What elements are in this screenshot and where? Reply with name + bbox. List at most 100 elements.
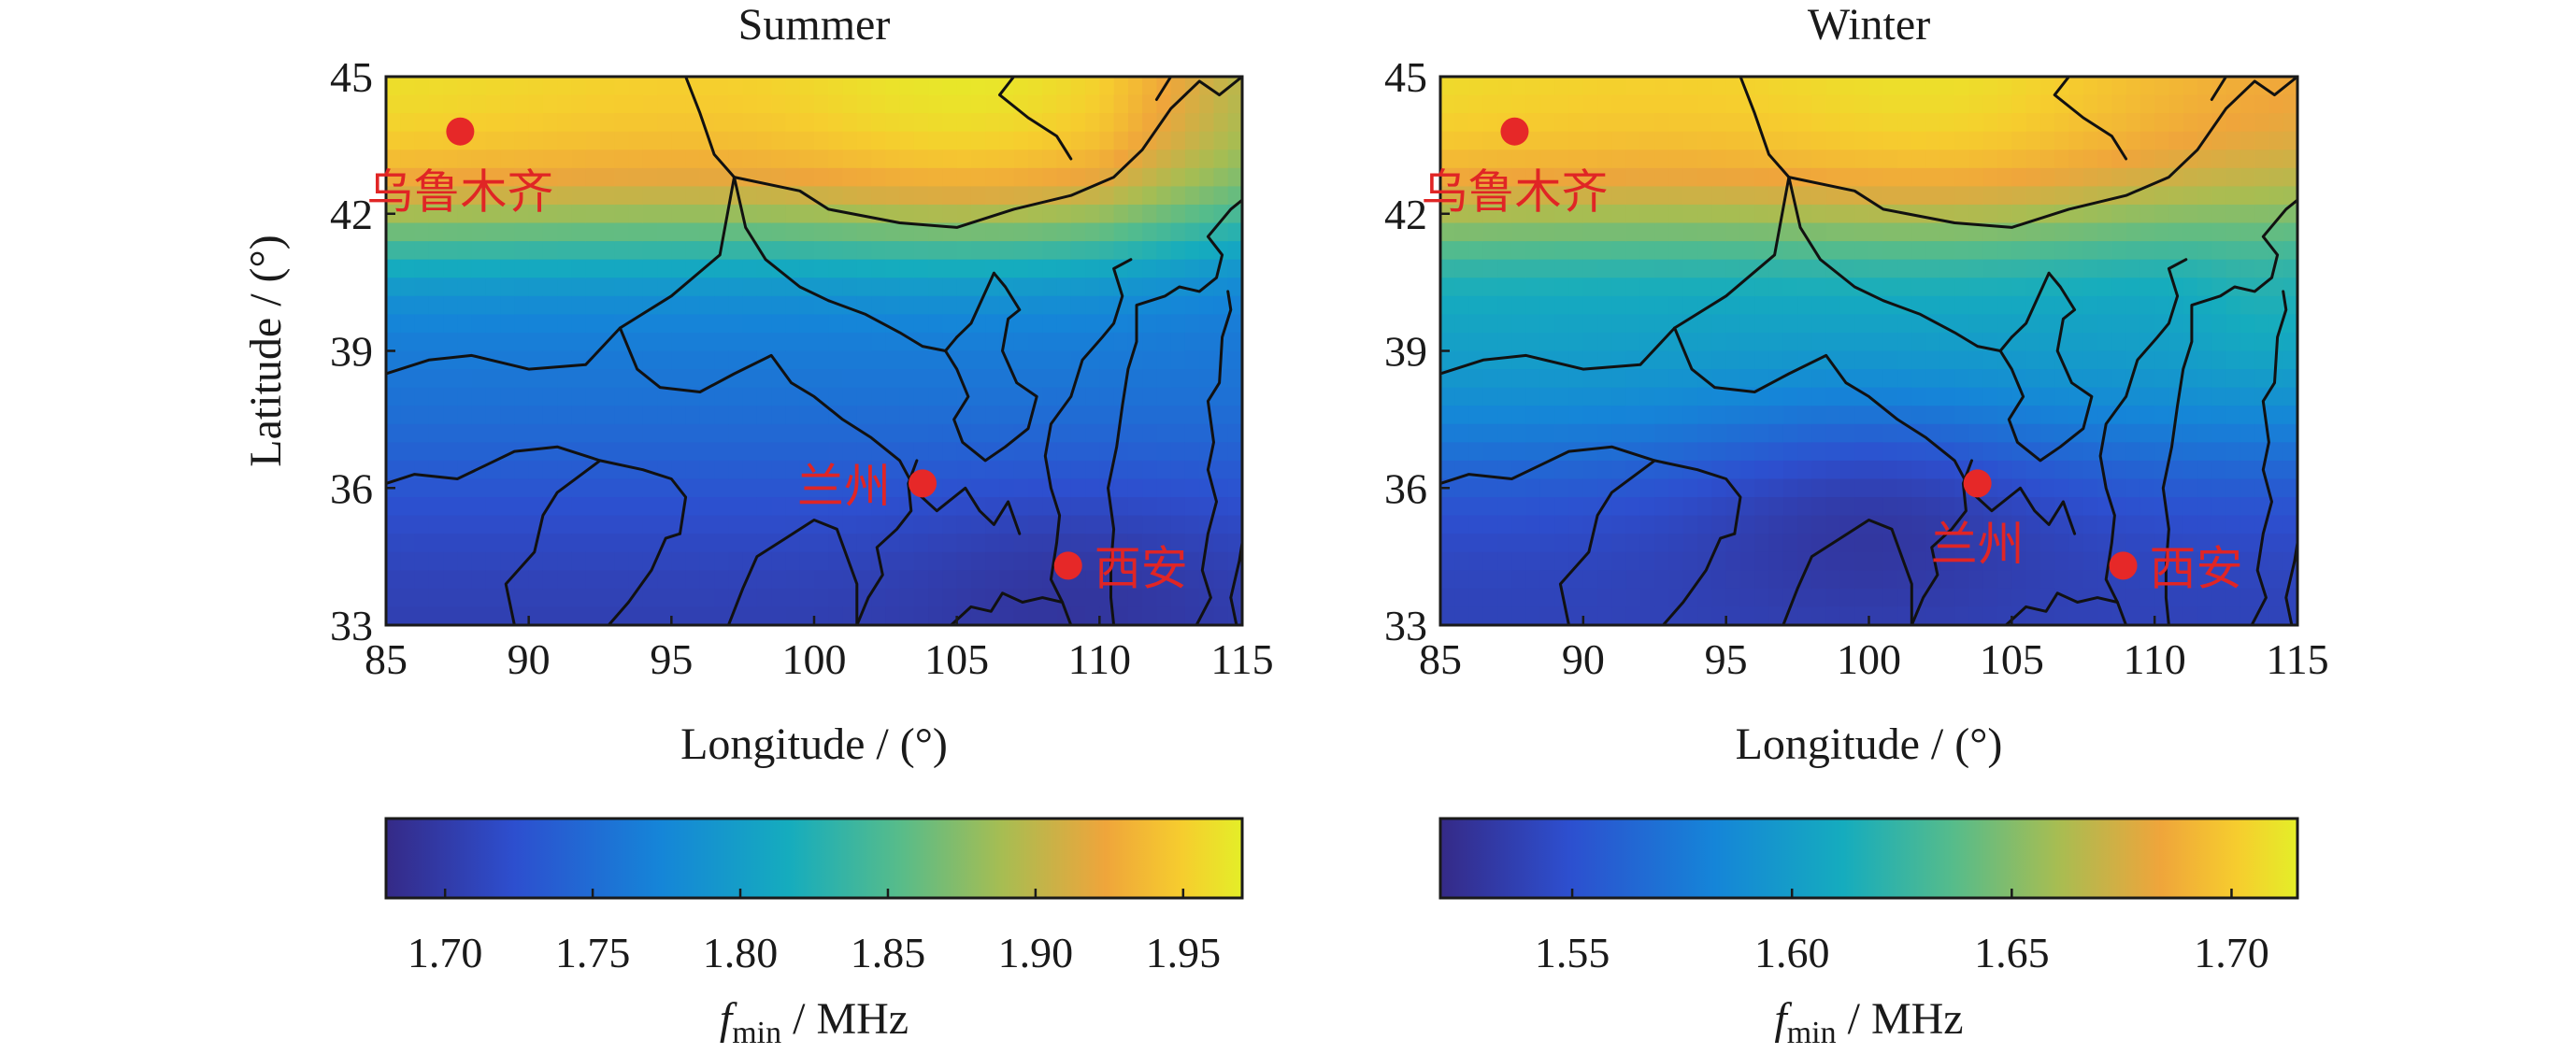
heatmap-cell <box>1997 241 2013 261</box>
heatmap-cell <box>1911 350 1927 370</box>
heatmap-cell <box>585 570 601 590</box>
heatmap-cell <box>1654 460 1670 480</box>
heatmap-cell <box>386 350 402 370</box>
heatmap-cell <box>1440 460 1456 480</box>
heatmap-cell <box>1497 204 1513 224</box>
heatmap-cell <box>600 204 616 224</box>
heatmap-cell <box>514 551 530 572</box>
heatmap-cell <box>557 314 573 334</box>
heatmap-cell <box>2154 131 2170 151</box>
heatmap-cell <box>1554 278 1570 297</box>
heatmap-cell <box>1754 77 1770 96</box>
heatmap-cell <box>970 314 986 334</box>
heatmap-cell <box>985 570 1001 590</box>
heatmap-cell <box>1497 241 1513 261</box>
heatmap-cell <box>386 295 402 316</box>
heatmap-cell <box>1525 478 1541 498</box>
heatmap-cell <box>1897 241 1913 261</box>
heatmap-cell <box>913 204 929 224</box>
heatmap-cell <box>1697 278 1713 297</box>
heatmap-cell <box>642 241 658 261</box>
heatmap-cell <box>642 113 658 133</box>
heatmap-cell <box>1854 94 1870 114</box>
heatmap-cell <box>856 150 872 169</box>
heatmap-cell <box>528 497 544 517</box>
heatmap-cell <box>970 406 986 425</box>
heatmap-cell <box>1797 295 1813 316</box>
heatmap-cell <box>1184 515 1200 534</box>
heatmap-cell <box>1825 588 1841 608</box>
heatmap-cell <box>1839 551 1856 572</box>
heatmap-cell <box>2182 460 2198 480</box>
heatmap-cell <box>2011 606 2027 626</box>
heatmap-cell <box>899 369 915 389</box>
heatmap-cell <box>1911 241 1927 261</box>
heatmap-cell <box>913 534 929 553</box>
heatmap-cell <box>1739 478 1756 498</box>
heatmap-cell <box>528 241 544 261</box>
heatmap-cell <box>1568 150 1584 169</box>
heatmap-cell <box>457 259 473 279</box>
heatmap-cell <box>1070 241 1086 261</box>
heatmap-cell <box>1768 387 1784 406</box>
heatmap-cell <box>1056 259 1072 279</box>
heatmap-cell <box>1682 406 1698 425</box>
heatmap-cell <box>999 186 1015 206</box>
x-tick-label: 105 <box>924 635 989 683</box>
heatmap-cell <box>1227 150 1243 169</box>
heatmap-cell <box>2011 387 2027 406</box>
heatmap-cell <box>714 551 730 572</box>
heatmap-cell <box>1525 606 1541 626</box>
heatmap-cell <box>1754 186 1770 206</box>
heatmap-cell <box>1868 350 1884 370</box>
heatmap-cell <box>585 387 601 406</box>
heatmap-cell <box>1682 94 1698 114</box>
heatmap-cell <box>1554 332 1570 352</box>
heatmap-cell <box>685 332 701 352</box>
heatmap-cell <box>528 387 544 406</box>
heatmap-cell <box>2025 423 2041 444</box>
heatmap-cell <box>785 77 801 96</box>
heatmap-cell <box>1897 167 1913 188</box>
heatmap-cell <box>1811 77 1827 96</box>
heatmap-cell <box>557 406 573 425</box>
heatmap-cell <box>2240 113 2255 133</box>
heatmap-cell <box>2068 131 2084 151</box>
heatmap-cell <box>386 551 402 572</box>
heatmap-cell <box>1625 150 1641 169</box>
heatmap-cell <box>443 278 459 297</box>
heatmap-cell <box>1213 588 1229 608</box>
heatmap-cell <box>1525 94 1541 114</box>
heatmap-cell <box>642 606 658 626</box>
heatmap-cell <box>1525 204 1541 224</box>
heatmap-cell <box>557 534 573 553</box>
heatmap-cell <box>514 241 530 261</box>
heatmap-cell <box>1170 332 1186 352</box>
heatmap-cell <box>414 113 430 133</box>
heatmap-cell <box>828 460 844 480</box>
heatmap-cell <box>542 77 558 96</box>
heatmap-cell <box>928 222 944 242</box>
heatmap-cell <box>1725 94 1741 114</box>
heatmap-cell <box>1954 167 1970 188</box>
heatmap-cell <box>2168 94 2184 114</box>
heatmap-cell <box>956 515 972 534</box>
winter-heatmap <box>1440 77 2298 626</box>
heatmap-cell <box>1711 350 1727 370</box>
heatmap-cell <box>2082 534 2098 553</box>
heatmap-cell <box>1539 478 1556 498</box>
heatmap-cell <box>1654 259 1670 279</box>
heatmap-cell <box>685 314 701 334</box>
heatmap-cell <box>2182 369 2198 389</box>
heatmap-cell <box>1013 131 1029 151</box>
heatmap-cell <box>386 588 402 608</box>
heatmap-cell <box>799 150 815 169</box>
heatmap-cell <box>457 186 473 206</box>
heatmap-cell <box>756 332 772 352</box>
heatmap-cell <box>657 497 673 517</box>
heatmap-cell <box>1568 278 1584 297</box>
heatmap-cell <box>1925 478 1941 498</box>
heatmap-cell <box>1099 534 1115 553</box>
heatmap-cell <box>699 406 715 425</box>
heatmap-cell <box>1868 423 1884 444</box>
